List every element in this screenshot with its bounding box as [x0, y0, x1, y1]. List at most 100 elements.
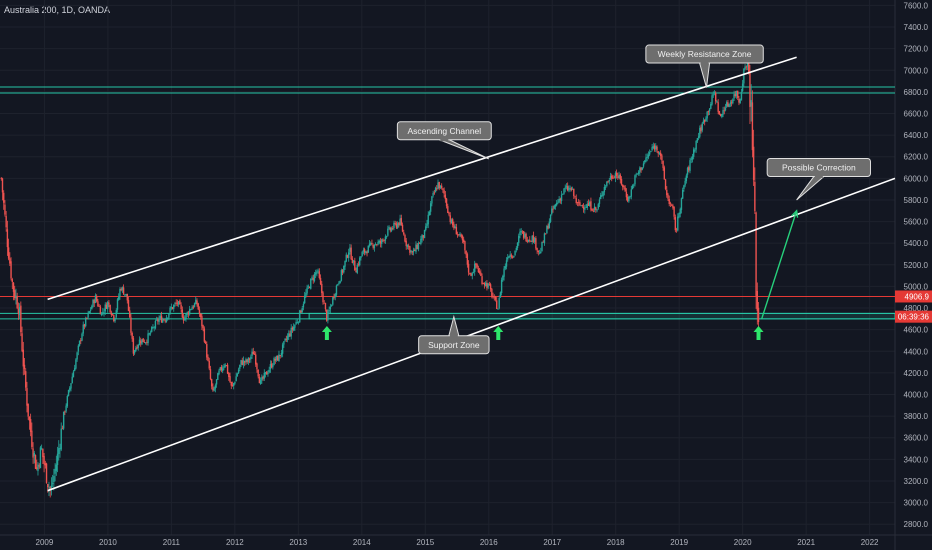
annotations: Weekly Resistance Zone Ascending Channel P…	[396, 44, 871, 355]
candle-body	[601, 194, 603, 196]
candle-body	[448, 212, 450, 215]
candle-body	[228, 373, 230, 378]
candle-body	[300, 310, 302, 313]
candle-body	[80, 340, 82, 342]
candle-body	[670, 204, 673, 206]
candle-body	[197, 303, 199, 310]
candle-body	[656, 146, 658, 151]
candle-body	[129, 310, 131, 318]
projection-arrow-head	[791, 209, 799, 218]
candle-body	[126, 293, 128, 301]
candle-body	[525, 233, 527, 241]
candle-body	[168, 313, 170, 318]
candle-body	[394, 223, 396, 224]
x-tick-label: 2016	[480, 538, 498, 547]
candle-body	[23, 364, 26, 369]
candle-body	[410, 250, 412, 252]
candle-body	[498, 298, 500, 309]
candle-body	[199, 313, 202, 317]
candle-body	[131, 332, 133, 339]
candle-body	[552, 208, 554, 210]
candle-body	[432, 192, 434, 196]
candle-body	[406, 244, 409, 247]
candle-body	[242, 360, 245, 365]
candle-body	[361, 252, 363, 257]
candle-body	[551, 208, 553, 215]
candle-body	[428, 211, 431, 216]
candle-body	[750, 100, 752, 107]
candle-body	[642, 163, 645, 167]
y-tick-label: 6200.0	[904, 153, 929, 162]
candle-body	[149, 332, 152, 334]
y-tick-label: 3800.0	[904, 412, 929, 421]
candle-body	[549, 214, 552, 222]
candle-body	[527, 239, 530, 242]
candle-body	[619, 174, 621, 180]
candle-body	[307, 286, 310, 288]
candle-body	[645, 157, 647, 162]
candle-body	[699, 127, 701, 137]
x-tick-label: 2018	[607, 538, 625, 547]
candle-body	[141, 339, 143, 345]
candle-body	[335, 285, 338, 295]
candle-body	[634, 175, 636, 185]
x-tick-label: 2022	[861, 538, 879, 547]
candle-body	[396, 223, 399, 228]
ascending-channel-pointer	[439, 139, 489, 160]
candle-body	[387, 228, 389, 236]
candle-body	[743, 68, 745, 84]
y-tick-label: 4200.0	[904, 369, 929, 378]
candle-body	[325, 309, 328, 321]
candle-body	[443, 190, 445, 194]
candle-body	[266, 371, 268, 375]
candle-body	[20, 305, 22, 333]
candle-body	[14, 290, 16, 299]
candle-body	[22, 349, 24, 367]
support-zone-pointer	[448, 314, 460, 337]
candle-body	[204, 341, 207, 344]
candle-body	[574, 196, 576, 198]
candle-body	[542, 241, 544, 243]
candle-body	[500, 279, 503, 294]
candle-body	[692, 149, 695, 157]
candle-body	[504, 266, 506, 269]
candle-body	[60, 428, 62, 450]
candle-body	[689, 160, 691, 171]
candle-body	[488, 284, 491, 286]
candle-body	[7, 247, 10, 259]
candle-body	[576, 202, 579, 203]
candle-body	[373, 245, 376, 249]
candle-body	[367, 245, 369, 253]
candle-body	[555, 202, 558, 206]
candle-body	[153, 327, 155, 329]
candle-body	[622, 184, 624, 187]
candle-body	[529, 239, 531, 241]
x-tick-label: 2015	[416, 538, 434, 547]
candle-body	[577, 202, 580, 204]
candle-body	[50, 485, 53, 490]
candle-body	[707, 111, 710, 113]
x-tick-label: 2017	[543, 538, 561, 547]
last-price-tag	[895, 290, 932, 303]
candle-body	[64, 411, 66, 413]
candle-body	[466, 254, 469, 265]
candle-body	[152, 327, 154, 329]
candle-body	[400, 218, 403, 225]
candle-body	[667, 194, 669, 199]
candle-body	[462, 239, 465, 242]
candle-body	[741, 83, 744, 92]
y-tick-label: 4600.0	[904, 326, 929, 335]
candle-body	[365, 251, 367, 253]
candle-body	[207, 357, 209, 361]
candle-body	[618, 174, 620, 179]
candle-body	[346, 255, 349, 258]
candle-body	[615, 172, 618, 176]
candle-body	[635, 174, 637, 176]
candle-body	[157, 319, 159, 322]
candle-body	[751, 102, 754, 151]
candle-body	[349, 247, 351, 252]
candle-body	[147, 333, 149, 344]
candle-body	[437, 182, 439, 189]
candle-body	[111, 314, 114, 315]
